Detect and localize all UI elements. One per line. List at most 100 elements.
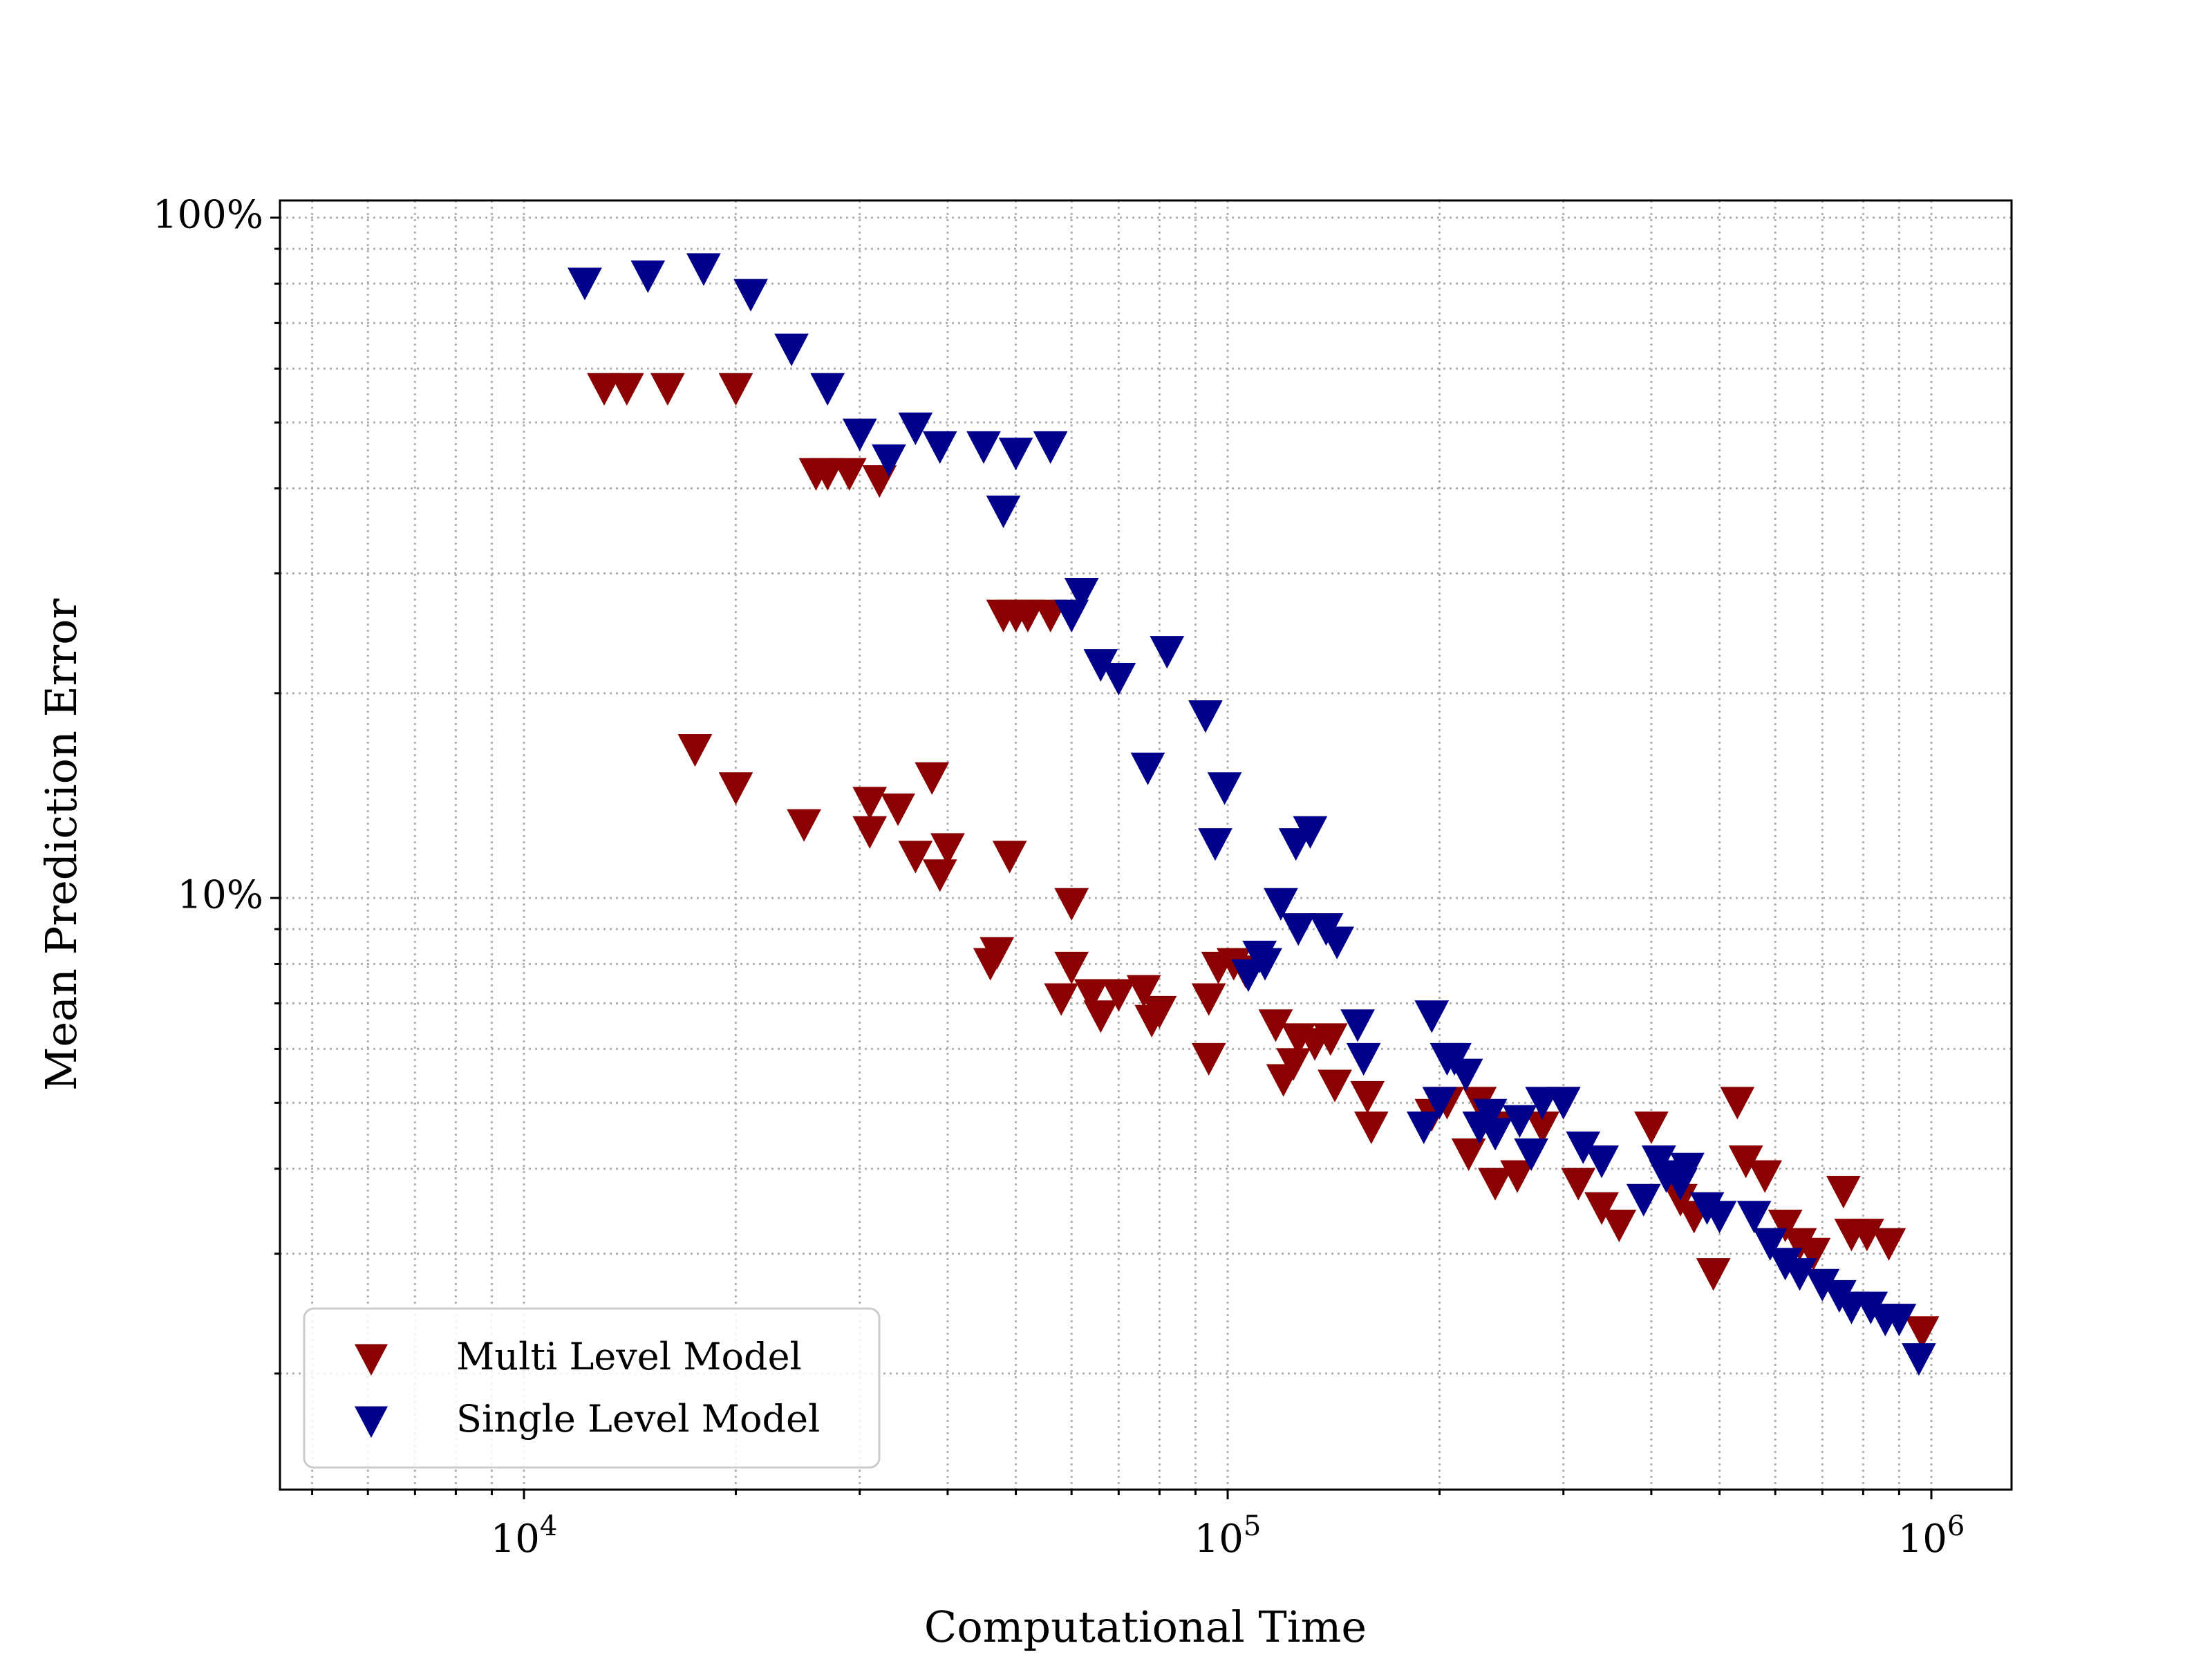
data-point-single-level (810, 373, 845, 406)
data-points (568, 253, 1940, 1376)
grid (280, 200, 2012, 1490)
data-point-multi-level (881, 793, 915, 826)
data-point-single-level (1207, 772, 1242, 805)
legend-box (303, 1307, 881, 1469)
data-point-single-level (1902, 1343, 1936, 1376)
data-point-single-level (1584, 1145, 1619, 1179)
data-point-single-level (898, 412, 933, 445)
data-point-multi-level (718, 772, 753, 805)
data-point-single-level (1130, 752, 1165, 785)
data-point-single-level (1736, 1201, 1772, 1234)
data-point-multi-level (1033, 599, 1068, 632)
data-point-single-level (1882, 1304, 1917, 1337)
data-point-multi-level (1602, 1209, 1637, 1243)
data-point-single-level (966, 431, 1001, 464)
data-point-multi-level (1796, 1237, 1831, 1271)
data-point-multi-level (1191, 1042, 1226, 1076)
data-point-multi-level (1500, 1160, 1535, 1193)
data-point-multi-level (1126, 975, 1161, 1008)
data-point-single-level (1478, 1118, 1512, 1151)
data-point-single-level (1472, 1098, 1508, 1132)
data-point-multi-level (1826, 1176, 1861, 1209)
data-point-multi-level (1318, 1069, 1352, 1103)
data-point-single-level (998, 438, 1033, 471)
x-tick-label: 106 (1898, 1510, 1965, 1562)
data-point-multi-level (1266, 1064, 1301, 1097)
data-point-single-level (1626, 1183, 1661, 1217)
x-tick-label: 104 (491, 1510, 558, 1562)
data-point-multi-level (1011, 599, 1045, 632)
data-point-multi-level (1083, 1000, 1118, 1033)
data-point-multi-level (1054, 951, 1089, 984)
data-point-single-level (1448, 1058, 1483, 1091)
data-point-multi-level (1313, 1023, 1348, 1056)
data-point-multi-level (1054, 888, 1089, 921)
legend: Multi Level Model Single Level Model (303, 1307, 881, 1469)
data-point-multi-level (1044, 983, 1079, 1016)
data-point-multi-level (930, 833, 965, 866)
data-point-multi-level (1353, 1112, 1389, 1145)
data-point-multi-level (650, 373, 685, 406)
data-point-single-level (1702, 1201, 1737, 1234)
data-point-single-level (1231, 959, 1266, 992)
data-point-single-level (1525, 1087, 1560, 1120)
data-point-multi-level (1451, 1138, 1486, 1172)
data-point-single-level (1502, 1105, 1537, 1138)
data-point-multi-level (810, 458, 845, 491)
legend-marker-single-level (354, 1406, 388, 1438)
data-point-multi-level (915, 762, 950, 795)
data-point-multi-level (1634, 1112, 1669, 1145)
data-point-multi-level (1720, 1087, 1755, 1120)
y-tick-label: 10% (178, 873, 263, 918)
data-point-multi-level (1074, 979, 1109, 1012)
data-point-multi-level (1101, 979, 1136, 1012)
data-point-single-level (1546, 1087, 1581, 1120)
data-point-multi-level (677, 734, 713, 767)
data-point-multi-level (852, 787, 888, 820)
data-point-single-level (1422, 1087, 1457, 1120)
data-point-single-level (1414, 1000, 1450, 1033)
data-point-multi-level (1768, 1209, 1803, 1243)
data-point-multi-level (1478, 1168, 1512, 1201)
data-point-multi-level (973, 948, 1008, 981)
data-point-single-level (1054, 599, 1089, 632)
data-point-multi-level (587, 373, 621, 406)
data-point-single-level (1101, 662, 1136, 696)
data-point-multi-level (1849, 1219, 1884, 1252)
data-point-single-level (1264, 888, 1298, 921)
legend-label-multi-level: Multi Level Model (456, 1335, 802, 1378)
data-point-single-level (733, 279, 768, 312)
data-point-single-level (568, 268, 602, 301)
data-point-single-level (1033, 431, 1068, 464)
data-point-multi-level (1696, 1258, 1731, 1291)
data-point-single-level (986, 495, 1021, 529)
legend-marker-multi-level (354, 1344, 388, 1376)
data-point-single-level (922, 431, 957, 464)
data-point-single-level (842, 418, 877, 451)
y-axis-label: Mean Prediction Error (36, 599, 86, 1091)
legend-label-single-level: Single Level Model (456, 1397, 820, 1441)
data-point-single-level (1670, 1152, 1705, 1185)
data-point-single-level (1248, 948, 1282, 981)
plot-area-background (280, 200, 2012, 1490)
data-point-multi-level (832, 458, 867, 491)
plot-frame (279, 199, 2013, 1491)
data-point-multi-level (1142, 995, 1177, 1029)
data-point-multi-level (1561, 1168, 1596, 1201)
data-point-multi-level (609, 373, 644, 406)
data-point-multi-level (992, 841, 1027, 874)
data-point-single-level (1198, 828, 1232, 861)
data-point-single-level (1782, 1258, 1817, 1291)
data-point-single-level (1346, 1042, 1381, 1076)
data-point-multi-level (922, 859, 957, 892)
data-point-single-level (1064, 578, 1099, 611)
data-point-single-level (1150, 636, 1185, 669)
data-point-multi-level (1584, 1192, 1619, 1225)
data-point-single-level (1340, 1009, 1375, 1042)
data-point-single-level (686, 253, 721, 286)
data-point-multi-level (1350, 1080, 1385, 1114)
data-point-single-level (1293, 816, 1328, 849)
data-point-single-level (774, 333, 809, 366)
data-point-multi-level (718, 373, 753, 406)
data-point-single-level (1281, 913, 1316, 946)
